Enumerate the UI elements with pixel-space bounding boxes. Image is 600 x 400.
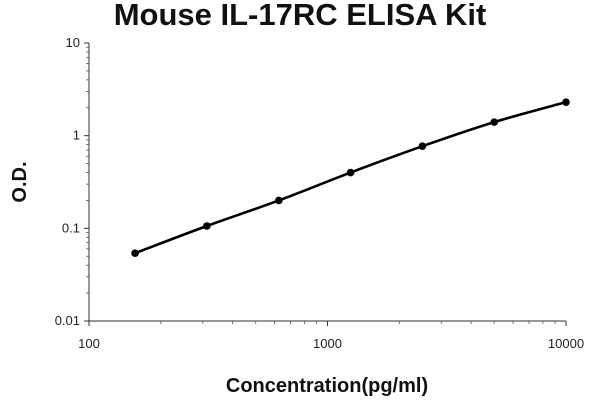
chart-title: Mouse IL-17RC ELISA Kit <box>114 0 487 32</box>
x-tick-label: 100 <box>78 336 100 351</box>
x-axis-title: Concentration(pg/ml) <box>226 375 428 397</box>
points-layer <box>131 98 570 257</box>
y-axis-title: O.D. <box>9 161 31 202</box>
x-tick-label: 10000 <box>548 336 584 351</box>
y-tick-label: 0.1 <box>62 220 80 235</box>
data-point <box>346 168 355 177</box>
data-point <box>275 196 283 205</box>
standard-curve-line <box>133 100 568 255</box>
data-point <box>203 222 211 230</box>
y-tick-label: 0.01 <box>55 313 80 328</box>
x-tick-label: 1000 <box>313 336 342 351</box>
curve-layer <box>133 100 568 255</box>
data-point <box>562 98 570 106</box>
data-point <box>131 249 139 257</box>
y-tick-label: 1 <box>73 128 80 143</box>
y-tick-label: 10 <box>66 35 80 50</box>
data-point <box>418 142 427 150</box>
axes: 0.01 0.1 1 10 100 1000 10000 <box>55 35 584 351</box>
data-point <box>490 118 499 126</box>
